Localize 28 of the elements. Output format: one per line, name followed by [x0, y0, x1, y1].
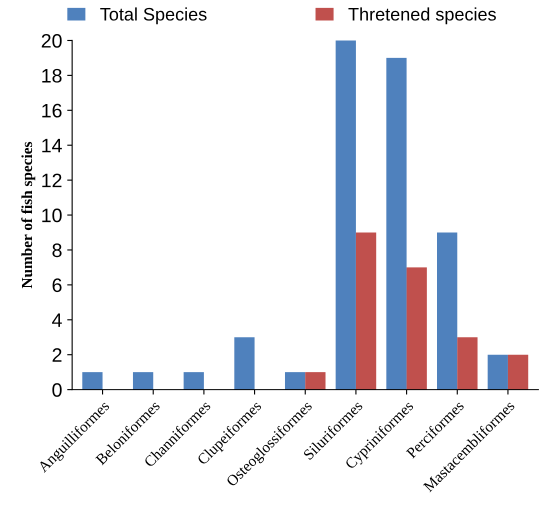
y-tick-label: 14 [42, 138, 62, 152]
y-tick-label: 18 [42, 68, 62, 83]
y-tick-label: 20 [42, 34, 62, 48]
y-tick-label: 6 [52, 278, 62, 292]
bar [184, 372, 204, 390]
bar [356, 232, 376, 390]
y-tick-label: 12 [42, 174, 62, 188]
y-tick-label: 2 [52, 348, 62, 362]
bar [437, 232, 458, 390]
bar [305, 372, 326, 390]
legend-label: Thretened species [348, 7, 496, 24]
y-tick-label: 8 [52, 243, 62, 258]
bar [457, 337, 478, 390]
bar [336, 40, 356, 390]
bar [132, 372, 154, 390]
bar [234, 337, 255, 390]
bar [508, 354, 528, 390]
y-tick-label: 16 [42, 104, 62, 118]
bar [406, 267, 427, 390]
bar [488, 354, 508, 390]
bar [284, 372, 306, 390]
legend-label: Total Species [100, 7, 207, 24]
bar [386, 58, 407, 390]
y-tick-label: 0 [52, 383, 62, 397]
bar [82, 372, 103, 390]
y-tick-label: 4 [52, 313, 62, 327]
y-tick-label: 10 [42, 208, 62, 222]
y-axis-title: Number of fish species [21, 142, 36, 288]
